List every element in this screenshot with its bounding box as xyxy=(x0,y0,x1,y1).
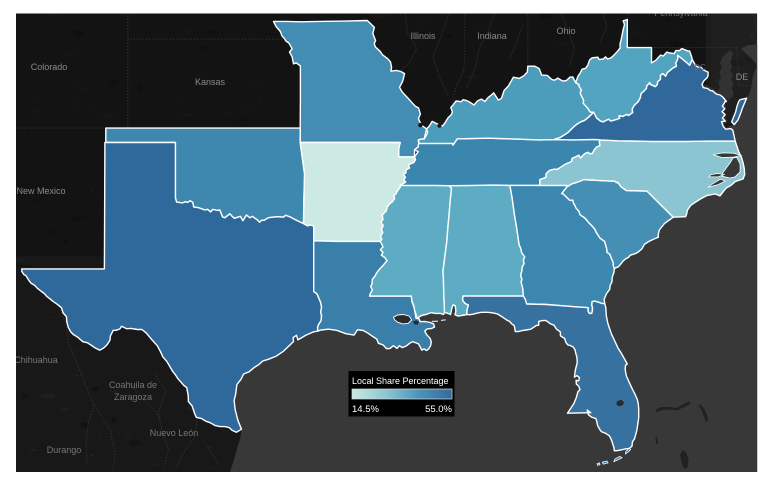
svg-text:DE: DE xyxy=(736,72,749,82)
svg-text:Indiana: Indiana xyxy=(477,31,507,41)
svg-text:DC: DC xyxy=(694,63,706,72)
svg-text:Illinois: Illinois xyxy=(410,31,436,41)
svg-text:New Mexico: New Mexico xyxy=(16,186,65,196)
svg-text:Pennsylvania: Pennsylvania xyxy=(654,8,708,18)
svg-text:Zaragoza: Zaragoza xyxy=(114,392,152,402)
svg-text:Colorado: Colorado xyxy=(31,62,68,72)
svg-text:Kansas: Kansas xyxy=(195,77,226,87)
svg-text:Coahuila de: Coahuila de xyxy=(109,380,157,390)
svg-text:55.0%: 55.0% xyxy=(425,404,452,415)
svg-text:Local Share Percentage: Local Share Percentage xyxy=(352,376,449,386)
svg-text:14.5%: 14.5% xyxy=(352,404,379,415)
svg-text:Durango: Durango xyxy=(47,445,82,455)
svg-text:Ohio: Ohio xyxy=(556,26,575,36)
svg-text:Nuevo León: Nuevo León xyxy=(150,428,199,438)
svg-text:Chihuahua: Chihuahua xyxy=(14,355,58,365)
